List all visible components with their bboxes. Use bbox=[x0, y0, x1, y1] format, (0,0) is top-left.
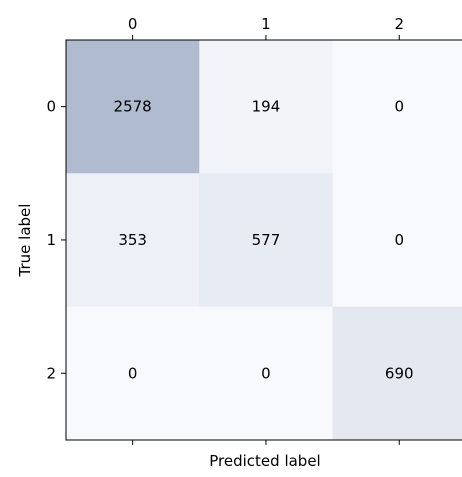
heatmap-cell-1-2 bbox=[332, 173, 462, 308]
cell-value-label-2-1: 0 bbox=[261, 364, 271, 382]
heatmap-cell-0-0 bbox=[66, 40, 200, 174]
heatmap-cell-0-1 bbox=[199, 40, 334, 174]
cell-value-label-0-0: 2578 bbox=[114, 98, 152, 116]
y-tick-label-0: 0 bbox=[46, 98, 56, 116]
heatmap-cell-2-1 bbox=[199, 306, 334, 441]
cell-value-label-2-2: 690 bbox=[385, 364, 414, 382]
cell-value-label-0-2: 0 bbox=[394, 98, 404, 116]
y-axis-ticks: 0 1 2 bbox=[46, 98, 66, 382]
x-tick-label-2: 2 bbox=[394, 15, 404, 33]
x-tick-label-1: 1 bbox=[261, 15, 271, 33]
cell-value-labels: 2578 194 0 353 577 0 0 0 690 bbox=[114, 98, 414, 383]
cell-value-label-1-0: 353 bbox=[118, 231, 147, 249]
heatmap-cell-1-1 bbox=[199, 173, 334, 308]
y-tick-label-2: 2 bbox=[46, 364, 56, 382]
heatmap-cell-0-2 bbox=[332, 40, 462, 174]
heatmap-cell-1-0 bbox=[66, 173, 200, 308]
heatmap-cell-2-2 bbox=[332, 306, 462, 441]
x-tick-label-0: 0 bbox=[128, 15, 138, 33]
cell-value-label-1-1: 577 bbox=[252, 231, 281, 249]
y-axis-label: True label bbox=[16, 204, 34, 278]
cell-value-label-0-1: 194 bbox=[252, 98, 281, 116]
cell-value-label-1-2: 0 bbox=[394, 231, 404, 249]
heatmap-cells bbox=[66, 40, 462, 441]
y-tick-label-1: 1 bbox=[46, 231, 56, 249]
x-axis-ticks: 0 1 2 bbox=[128, 15, 404, 445]
x-axis-label: Predicted label bbox=[209, 452, 320, 470]
heatmap-cell-2-0 bbox=[66, 306, 200, 441]
cell-value-label-2-0: 0 bbox=[128, 364, 138, 382]
